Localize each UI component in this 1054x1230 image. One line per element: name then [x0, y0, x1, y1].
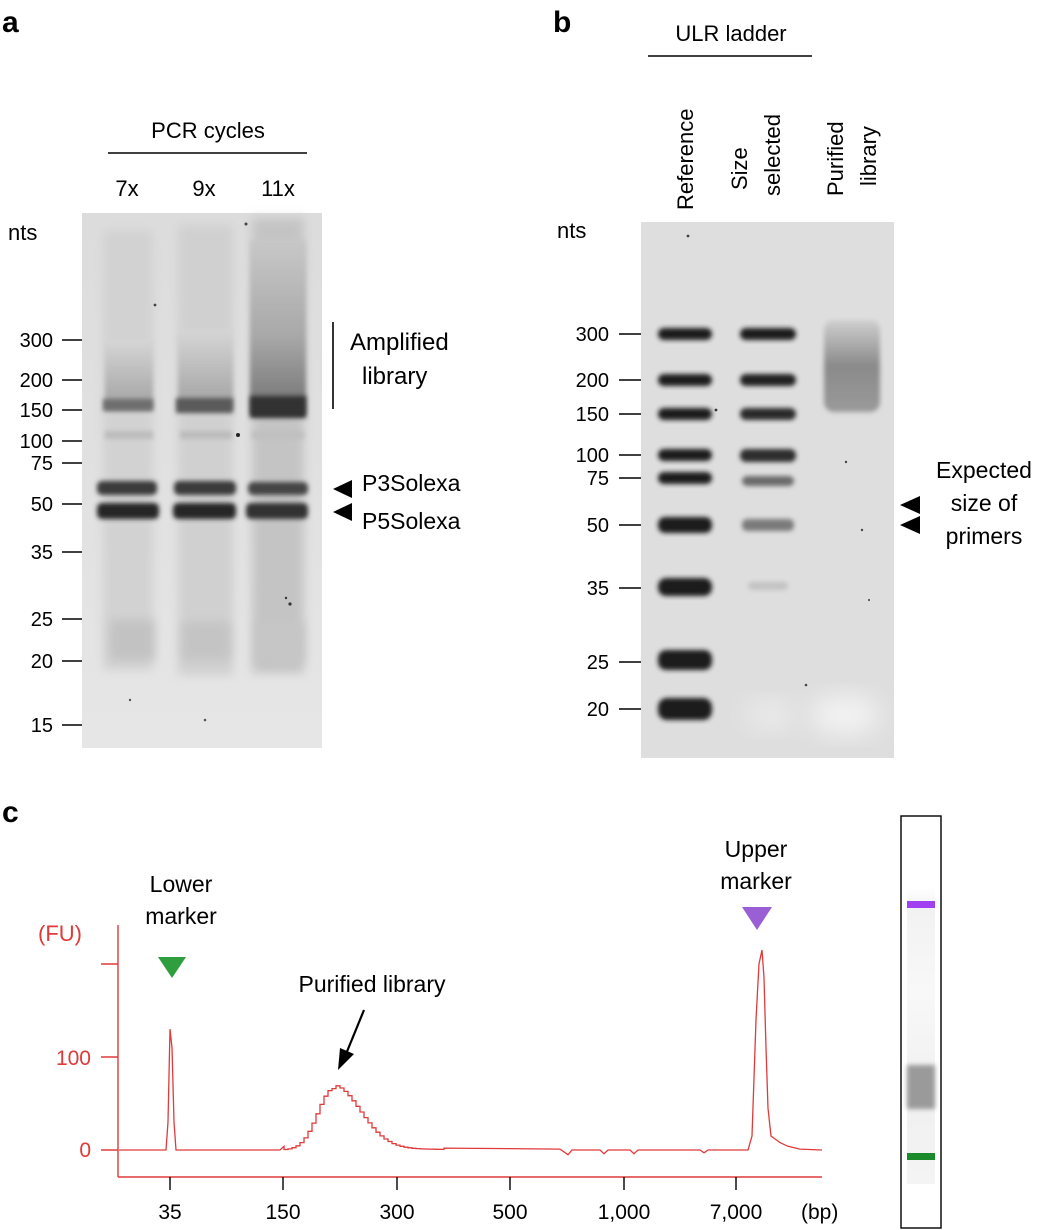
panel-a-axis [62, 339, 82, 726]
lane-label-11x: 11x [261, 176, 295, 201]
x-ticks [169, 1177, 737, 1190]
purified-library-arrow-icon [338, 1009, 366, 1070]
x-tick-label-5: 7,000 [710, 1201, 763, 1224]
expected-label-2: size of [951, 490, 1018, 516]
y-tick-0: 0 [79, 1139, 91, 1162]
tick-a-150: 150 [20, 400, 53, 422]
x-axis-label: (bp) [801, 1201, 838, 1224]
lane-label-purified: Purified [823, 121, 848, 196]
panel-b: b ULR ladder Reference Size selected Pur… [553, 6, 1032, 758]
x-tick-label-0: 35 [158, 1201, 181, 1224]
virtual-gel-lane [900, 815, 942, 1229]
lane-label-9x: 9x [192, 176, 215, 201]
purified-library-label: Purified library [299, 971, 446, 997]
panel-b-unit: nts [557, 218, 586, 243]
tick-a-300: 300 [20, 330, 53, 352]
panel-c-label: c [2, 796, 19, 829]
panel-b-tick-labels: 300 200 150 100 75 50 35 25 20 [576, 324, 609, 721]
x-tick-labels: 35 150 300 500 1,000 7,000 [158, 1201, 762, 1224]
arrow-expected-2-icon [900, 516, 920, 534]
tick-b-150: 150 [576, 404, 609, 426]
x-tick-label-2: 300 [379, 1201, 414, 1224]
amplified-label-1: Amplified [350, 329, 449, 356]
tick-a-20: 20 [31, 651, 53, 673]
tick-b-200: 200 [576, 370, 609, 392]
upper-marker-icon [742, 907, 772, 930]
chart-axes [101, 925, 822, 1178]
tick-b-25: 25 [587, 652, 609, 674]
panel-b-label: b [553, 6, 571, 39]
tick-a-200: 200 [20, 370, 53, 392]
tick-a-15: 15 [31, 715, 53, 737]
x-tick-label-4: 1,000 [598, 1201, 651, 1224]
virtual-gel-upper-band [907, 901, 935, 908]
panel-a-unit: nts [8, 220, 37, 245]
expected-label-1: Expected [936, 457, 1032, 483]
upper-marker-label-2: marker [720, 868, 792, 894]
tick-b-75: 75 [587, 468, 609, 490]
upper-marker-label-1: Upper [725, 836, 788, 862]
lower-marker-label-1: Lower [150, 871, 213, 897]
panel-a: a PCR cycles 7x 9x 11x nts [2, 6, 461, 748]
x-tick-label-3: 500 [492, 1201, 527, 1224]
amplified-label-2: library [362, 363, 427, 390]
lane-label-selected: selected [760, 114, 785, 196]
p5-label: P5Solexa [362, 508, 461, 534]
tick-b-300: 300 [576, 324, 609, 346]
tick-b-50: 50 [587, 515, 609, 537]
y-tick-100: 100 [56, 1047, 91, 1070]
tick-a-75: 75 [31, 453, 53, 475]
panel-c: c (FU) 100 0 35 150 300 500 1,000 7,000 (bp) … [2, 796, 942, 1229]
x-tick-label-1: 150 [265, 1201, 300, 1224]
tick-b-100: 100 [576, 445, 609, 467]
panel-b-axis [619, 333, 641, 710]
lane-label-7x: 7x [115, 176, 138, 201]
tick-a-35: 35 [31, 542, 53, 564]
virtual-gel-lower-band [907, 1153, 935, 1160]
electropherogram-trace [119, 949, 823, 1156]
tick-b-20: 20 [587, 699, 609, 721]
gel-b [641, 222, 894, 758]
lower-marker-label-2: marker [145, 903, 217, 929]
arrow-expected-1-icon [900, 496, 920, 514]
tick-a-100: 100 [20, 431, 53, 453]
tick-b-35: 35 [587, 578, 609, 600]
lane-label-size: Size [727, 147, 752, 190]
y-axis-label: (FU) [38, 921, 82, 946]
panel-a-tick-labels: 300 200 150 100 75 50 35 25 20 15 [20, 330, 53, 737]
p3-label: P3Solexa [362, 470, 461, 496]
gel-a [82, 213, 322, 748]
arrow-p3-icon [333, 480, 352, 498]
ulr-ladder-label: ULR ladder [675, 21, 786, 46]
expected-label-3: primers [946, 523, 1023, 549]
lane-label-reference: Reference [673, 108, 698, 210]
arrow-p5-icon [333, 503, 352, 521]
tick-a-50: 50 [31, 494, 53, 516]
tick-a-25: 25 [31, 609, 53, 631]
lane-label-library: library [856, 126, 881, 186]
lower-marker-icon [158, 957, 186, 978]
panel-a-label: a [2, 6, 19, 39]
pcr-cycles-label: PCR cycles [151, 118, 265, 143]
